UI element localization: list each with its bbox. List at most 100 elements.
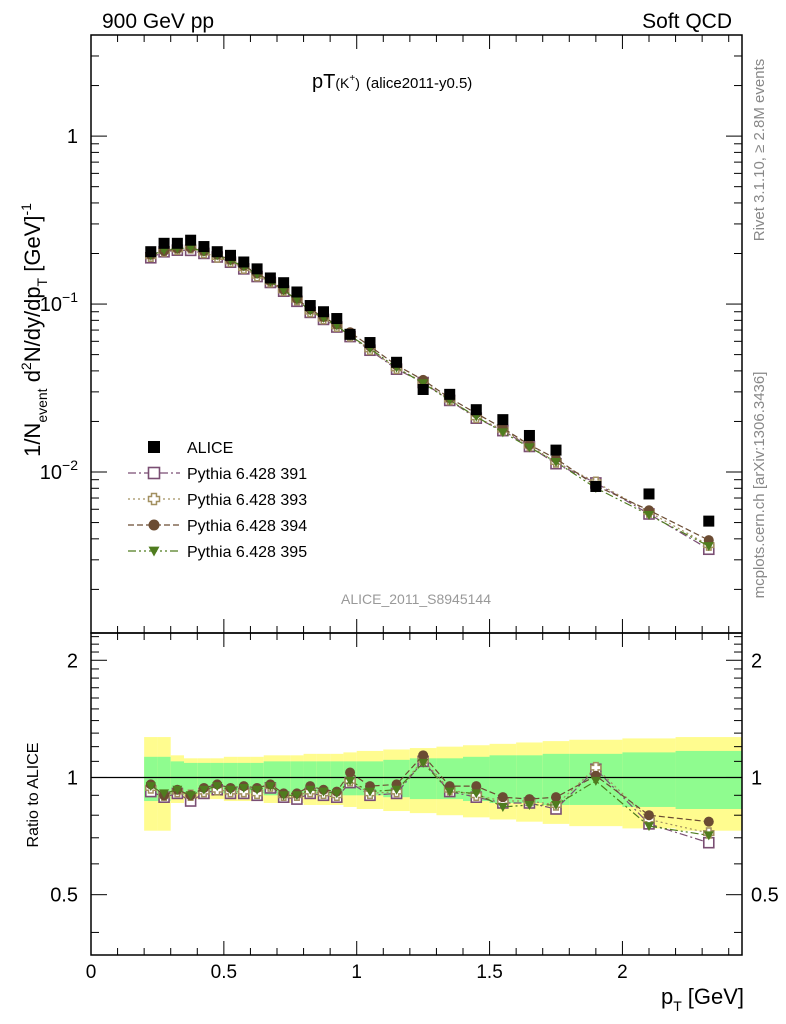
series-point [278,286,289,296]
series-point [497,428,508,438]
ratio-series-point [471,781,482,792]
ratio-y-tick-label: 1 [67,767,78,789]
data-point [331,313,343,325]
ratio-series-point [331,789,342,799]
ratio-series-point [265,782,276,792]
ratio-band-inner [330,761,344,796]
legend-label: ALICE [187,440,233,457]
series-point [185,243,196,253]
ratio-band-inner [184,762,198,794]
ratio-y-tick-label-right: 0.5 [751,885,779,907]
ratio-series-point [497,792,508,803]
data-point [497,414,509,426]
ratio-series-point [278,791,289,801]
series-point [703,542,714,552]
side-label-mcplots: mcplots.cern.ch [arXiv:1306.3436] [751,372,768,599]
data-point [703,515,715,527]
data-point [391,356,403,368]
y-tick-label: 10−2 [40,457,78,484]
ratio-series-point [198,785,209,795]
ratio-series-point [172,785,183,795]
data-point [211,246,223,258]
y-label-b: d [20,370,45,388]
data-point [444,388,456,400]
legend-marker [148,441,160,453]
y-label-c-sub: T [34,277,50,286]
plot-title-paren: ) [355,75,360,91]
data-point [171,237,183,249]
legend-marker [147,492,161,506]
plot-title-sup: + [349,73,355,84]
data-point [344,328,356,340]
ratio-series-point [644,810,654,821]
x-tick-label: 1 [351,962,362,983]
legend-marker [147,466,161,480]
x-label-main: p [661,984,673,1009]
legend-label: Pythia 6.428 393 [187,492,307,509]
ratio-series-point [318,787,329,797]
ratio-band-inner [290,761,304,796]
ratio-series-line [150,760,709,844]
legend-marker [148,519,160,531]
data-point [278,277,290,289]
data-point [364,337,376,349]
x-tick-label: 2 [617,962,628,983]
legend-entry: ALICE [148,440,233,457]
legend-marker [148,546,160,557]
series-point [551,457,561,467]
y-label-b-sup: 2 [18,362,34,370]
main-panel-marks [144,234,715,556]
data-point [523,429,535,441]
ratio-series-point [291,791,302,801]
ratio-series-point [305,785,316,795]
ratio-series-point [225,785,236,795]
legend-entry: Pythia 6.428 395 [128,544,307,561]
y-label-a: 1/N [20,423,45,457]
y-label-a-sub: event [34,388,50,422]
data-point [470,404,482,416]
x-tick-label: 0.5 [211,962,237,983]
x-tick-label: 1.5 [476,962,502,983]
ratio-series-point [185,791,196,801]
series-point [644,510,654,520]
ratio-series-point [444,787,455,797]
y-tick-label: 10−1 [40,289,78,316]
data-point [318,306,329,318]
legend-entry: Pythia 6.428 394 [128,518,307,535]
series-point [418,379,429,389]
ratio-series-point [644,822,654,832]
ratio-y-axis-label: Ratio to ALICE [25,743,42,848]
ratio-series-point [145,782,156,792]
legend-entry: Pythia 6.428 393 [128,492,307,509]
ratio-series-point [418,758,429,768]
ratio-panel-marks [91,737,742,849]
ratio-series-point [238,783,249,793]
ratio-band-inner [622,752,676,807]
axes: 0 0.5 1 1.5 2 1 10−1 10−2 0.5 0.5 1 1 2 2 [40,34,779,983]
ratio-series-point [703,816,714,827]
ratio-y-tick-label-right: 2 [751,650,762,672]
ratio-series-point [551,800,561,810]
ratio-series-point [365,787,375,797]
data-point [238,256,250,268]
data-point [590,480,602,492]
y-label-d: [GeV] [20,216,45,278]
ratio-y-tick-label: 2 [67,650,78,672]
data-point [251,263,263,275]
ratio-series-point [703,831,714,841]
data-point [550,444,562,456]
ratio-series-point [391,785,402,795]
ratio-series-point [471,789,482,799]
ratio-y-tick-label-right: 1 [751,767,762,789]
data-point [225,249,236,261]
ratio-frame [90,632,743,956]
data-point [417,383,429,395]
y-tick-label: 1 [67,126,78,148]
legend-label: Pythia 6.428 391 [187,466,307,483]
side-label-rivet: Rivet 3.1.10, ≥ 2.8M events [751,59,768,242]
legend: ALICE Pythia 6.428 391 Pythia 6.428 393 Pyt… [128,440,307,561]
series-point [291,295,302,305]
x-label-unit: [GeV] [688,984,744,1009]
y-label-d-sup: -1 [18,203,34,216]
